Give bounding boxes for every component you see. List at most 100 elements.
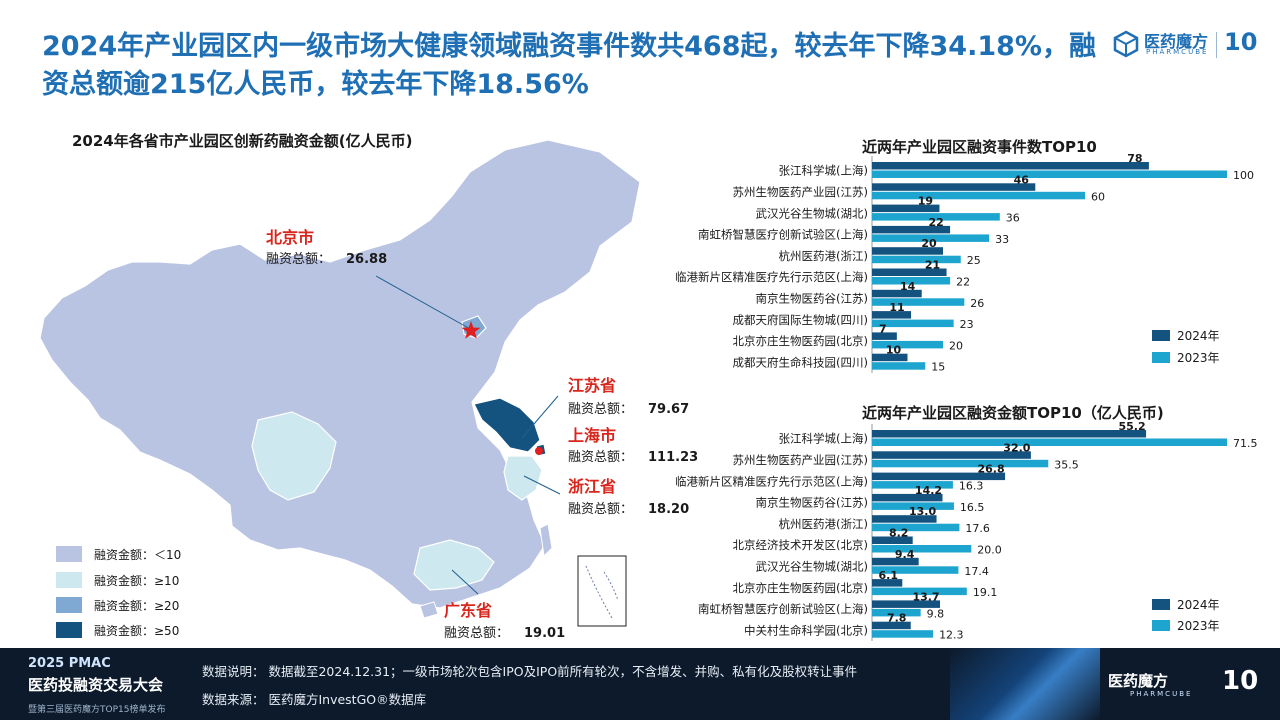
chart1-bar-2023 (872, 234, 990, 242)
chart1-bar-2024 (872, 204, 940, 213)
chart1-bar-2023 (872, 298, 965, 306)
chart2-legend-swatch-2024 (1152, 599, 1170, 610)
chart1-value-2023: 36 (1006, 212, 1020, 225)
chart2-category-label: 南京生物医药谷(江苏) (756, 496, 868, 510)
chart2-legend: 2024年 2023年 (1152, 598, 1220, 633)
inset-islands (585, 565, 619, 619)
chart2-value-2023: 20.0 (977, 544, 1002, 557)
chart2-value-2023: 16.5 (960, 501, 985, 514)
chart2-value-2024: 13.0 (909, 505, 936, 518)
chart2-value-2024: 6.1 (879, 569, 899, 582)
chart1-bar-2023 (872, 191, 1085, 200)
map-title: 2024年各省市产业园区创新药融资金额(亿人民币) (72, 132, 413, 150)
shanghai-marker (535, 447, 543, 455)
chart2-category-label: 张江科学城(上海) (779, 432, 868, 446)
chart2-bar-2023 (872, 438, 1227, 446)
callout-label-beijing: 融资总额： (266, 252, 331, 267)
chart2-category-label: 南虹桥智慧医疗创新试验区(上海) (698, 602, 868, 616)
chart1-value-2023: 33 (995, 233, 1009, 246)
chart1-category-label: 张江科学城(上海) (779, 164, 868, 178)
callout-value-shanghai: 111.23 (648, 450, 698, 465)
chart1-category-label: 杭州医药港(浙江) (779, 249, 868, 263)
callout-region-jiangsu: 江苏省 (568, 376, 616, 395)
map-region-taiwan (539, 523, 553, 558)
map-region-sichuan (251, 411, 337, 501)
chart2-value-2024: 55.2 (1118, 420, 1145, 433)
footer: 2025 PMAC 医药投融资交易大会 暨第三届医药魔方TOP15榜单发布 数据… (0, 648, 1280, 720)
chart1-value-2023: 20 (949, 339, 963, 352)
legend-label-ge10: 融资金额：≥10 (94, 573, 179, 588)
callout-region-shanghai: 上海市 (568, 426, 616, 445)
chart1-bar-2023 (872, 340, 943, 349)
chart2-title: 近两年产业园区融资金额TOP10（亿人民币) (862, 404, 1164, 422)
leader-guangdong (451, 569, 479, 595)
chart2-value-2024: 14.2 (915, 484, 942, 497)
chart1-category-label: 北京亦庄生物医药园(北京) (733, 334, 868, 348)
chart1-value-2024: 19 (918, 195, 933, 208)
logo-name: 医药魔方 (1144, 32, 1209, 51)
map-legend: 融资金额：＜10 融资金额：≥10 融资金额：≥20 融资金额：≥50 (56, 546, 181, 638)
callout-value-zhejiang: 18.20 (648, 502, 689, 517)
chart2-value-2024: 13.7 (912, 590, 939, 603)
logo-sub: PHARMCUBE (1146, 48, 1209, 56)
chart2-category-label: 武汉光谷生物城(湖北) (756, 559, 868, 573)
chart1-category-label: 苏州生物医药产业园(江苏) (733, 185, 868, 199)
chart2-value-2024: 7.8 (887, 612, 907, 625)
legend-label-ge50: 融资金额：≥50 (94, 623, 179, 638)
chart1-value-2023: 100 (1233, 169, 1254, 182)
chart2-legend-swatch-2023 (1152, 620, 1170, 631)
footer-cube-graphic (950, 648, 1100, 720)
chart1-legend-swatch-2024 (1152, 330, 1170, 341)
chart1-value-2024: 46 (1014, 173, 1030, 186)
chart1-bar-2024 (872, 289, 922, 298)
chart1-bar-2024 (872, 162, 1149, 170)
chart1-value-2024: 11 (889, 301, 904, 314)
chart2-bar-2024 (872, 430, 1147, 438)
chart1-bar-2023 (872, 213, 1000, 221)
legend-swatch-ge20 (56, 597, 82, 613)
chart1-legend-swatch-2023 (1152, 352, 1170, 363)
chart2-bar-2023 (872, 502, 954, 510)
chart2-category-label: 临港新片区精准医疗先行示范区(上海) (675, 474, 868, 488)
map-region-guangdong (413, 539, 495, 591)
chart2-value-2024: 26.8 (977, 463, 1004, 476)
callout-value-jiangsu: 79.67 (648, 402, 689, 417)
chart1-legend-label-2023: 2023年 (1177, 351, 1220, 365)
chart2-value-2023: 71.5 (1233, 437, 1258, 450)
chart2-bar-2023 (872, 566, 959, 574)
logo-divider (1216, 32, 1217, 58)
chart2-bar-2023 (872, 608, 921, 617)
chart2-bar-2024 (872, 515, 937, 523)
chart2-bar-2023 (872, 481, 953, 489)
chart2-legend-label-2023: 2023年 (1177, 619, 1220, 633)
chart2-bar-2024 (872, 451, 1031, 459)
chart1-value-2023: 60 (1091, 190, 1105, 203)
footer-logo-name: 医药魔方 (1108, 672, 1169, 690)
chart-amounts: 张江科学城(上海) 55.2 71.5 苏州生物医药产业园(江苏) 32.0 35.5 临港… (675, 420, 1257, 642)
chart1-legend: 2024年 2023年 (1152, 329, 1220, 365)
chart1-value-2023: 26 (970, 297, 984, 310)
callout-value-beijing: 26.88 (346, 252, 387, 267)
chart1-value-2024: 7 (879, 322, 887, 335)
chart1-value-2024: 20 (921, 237, 937, 250)
legend-swatch-lt10 (56, 546, 82, 562)
footer-brand-title: 医药投融资交易大会 (28, 676, 164, 694)
chart1-category-label: 武汉光谷生物城(湖北) (756, 206, 868, 220)
callout-region-zhejiang: 浙江省 (568, 477, 616, 496)
chart2-bar-2023 (872, 459, 1049, 468)
chart2-value-2023: 9.8 (927, 607, 945, 620)
leader-beijing (375, 275, 473, 331)
leader-jiangsu (521, 395, 559, 439)
chart1-bar-2023 (872, 170, 1227, 178)
footer-logo-sub: PHARMCUBE (1130, 690, 1193, 698)
chart1-bar-2024 (872, 268, 947, 276)
chart1-value-2023: 23 (960, 318, 974, 331)
chart1-category-label: 临港新片区精准医疗先行示范区(上海) (675, 270, 868, 284)
map-region-hainan (419, 601, 439, 619)
legend-label-ge20: 融资金额：≥20 (94, 598, 179, 613)
callout-label-zhejiang: 融资总额： (568, 502, 633, 517)
chart1-legend-label-2024: 2024年 (1177, 329, 1220, 343)
chart2-bar-2024 (872, 600, 941, 608)
callout-region-beijing: 北京市 (266, 228, 314, 247)
map-region-jiangsu (473, 397, 541, 453)
